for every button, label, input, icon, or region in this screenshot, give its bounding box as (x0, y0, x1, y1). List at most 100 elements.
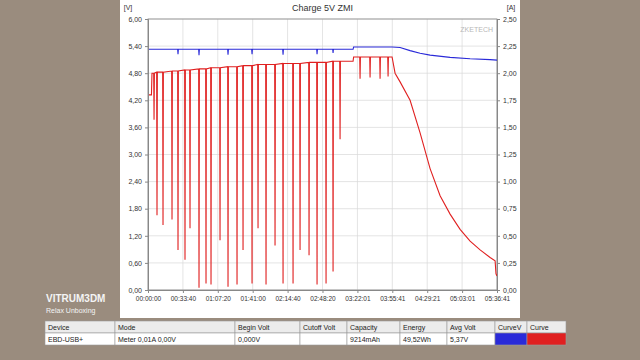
grid-line (148, 73, 497, 74)
table-cell (400, 333, 447, 345)
tick-mark (145, 182, 148, 183)
tick: 1,20 (128, 233, 148, 240)
overlay-text: Relax Unboxing (46, 307, 96, 315)
series-line (148, 57, 497, 288)
table-header: Cutoff Volt (303, 324, 335, 331)
tick: 00:33:40 (171, 290, 197, 302)
grid-line (148, 100, 497, 101)
tick: 2,25 (497, 43, 517, 50)
title: Charge 5V ZMI (292, 3, 353, 13)
table-value: 0,000V (238, 336, 261, 343)
tick-mark (497, 46, 500, 47)
table-header: Energy (403, 324, 426, 332)
color-swatch (527, 333, 566, 345)
tick: 03:22:01 (345, 290, 371, 302)
axis: 00:00:0000:33:4001:07:2001:41:0002:14:40… (136, 290, 511, 302)
tick-mark (145, 127, 148, 128)
tick: 1,50 (497, 124, 517, 131)
axis: 0,000,250,500,751,001,251,501,752,002,25… (497, 16, 517, 294)
table-cell (115, 321, 235, 333)
grid (148, 19, 497, 290)
tick-label: 01:07:20 (206, 295, 232, 302)
tick-mark (497, 182, 500, 183)
tick-label: 3,60 (128, 124, 142, 131)
plot-frame (148, 19, 497, 290)
tick: 0,75 (497, 205, 517, 212)
tick-mark (145, 73, 148, 74)
tick-mark (145, 19, 148, 20)
tick: 1,00 (497, 178, 517, 185)
grid-line (148, 262, 497, 263)
tick-label: 2,50 (503, 16, 517, 23)
tick-mark (253, 290, 254, 293)
table-cell (300, 333, 347, 345)
table-header: Mode (118, 324, 136, 331)
tick-label: 02:48:20 (310, 295, 336, 302)
color-swatch (495, 333, 527, 345)
tick: 2,00 (497, 70, 517, 77)
grid-line (148, 46, 497, 47)
tick-label: 3,00 (128, 151, 142, 158)
annotation: ZKETECH (460, 26, 493, 33)
tick-mark (497, 155, 500, 156)
table-cell (347, 333, 400, 345)
table-value: Meter 0,01A 0,00V (118, 336, 176, 343)
tick-label: 0,75 (503, 205, 517, 212)
tick-label: 02:14:40 (275, 295, 301, 302)
tick-mark (145, 290, 148, 291)
tick-label: 05:03:01 (450, 295, 476, 302)
info-table: DeviceModeBegin VoltCutoff VoltCapacityE… (45, 321, 566, 345)
tick: 02:48:20 (310, 290, 336, 302)
table-cell (400, 321, 447, 333)
table-cell (347, 321, 400, 333)
tick-label: 00:33:40 (171, 295, 197, 302)
tick-mark (183, 290, 184, 293)
tick-mark (497, 290, 500, 291)
tick-label: 0,60 (128, 260, 142, 267)
table-cell (447, 333, 495, 345)
panel (120, 0, 520, 318)
table-value: EBD-USB+ (48, 336, 83, 343)
table-cell (45, 321, 115, 333)
tick-mark (497, 100, 500, 101)
tick: 4,80 (128, 70, 148, 77)
tick-label: 1,50 (503, 124, 517, 131)
tick-label: 03:55:41 (380, 295, 406, 302)
tick-mark (145, 100, 148, 101)
tick-label: 03:22:01 (345, 295, 371, 302)
table-header: Capacity (350, 324, 378, 332)
tick-mark (497, 263, 500, 264)
table-value: 49,52Wh (403, 336, 431, 343)
grid-line (148, 208, 497, 209)
grid-line (148, 127, 497, 128)
tick-mark (497, 209, 500, 210)
tick-label: 2,40 (128, 178, 142, 185)
tick-label: 1,00 (503, 178, 517, 185)
tick: 1,75 (497, 97, 517, 104)
tick-mark (357, 290, 358, 293)
tick-mark (497, 127, 500, 128)
tick-mark (145, 155, 148, 156)
axis-line (149, 291, 498, 294)
tick: 2,50 (497, 16, 517, 23)
tick-mark (427, 290, 428, 293)
tick-label: 6,00 (128, 16, 142, 23)
tick-label: 4,20 (128, 97, 142, 104)
tick: 01:07:20 (206, 290, 232, 302)
tick-label: 0,00 (503, 287, 517, 294)
axis-title: [V] (124, 4, 133, 12)
tick: 0,50 (497, 233, 517, 240)
tick: 0,00 (128, 287, 148, 294)
table-cell (527, 321, 566, 333)
tick: 01:41:00 (241, 290, 267, 302)
tick-mark (145, 46, 148, 47)
table-cell (495, 321, 527, 333)
axis-line (145, 20, 149, 291)
tick-label: 0,25 (503, 260, 517, 267)
overlay-text: VITRUM3DM (46, 293, 105, 304)
grid-line (148, 154, 497, 155)
tick: 04:29:21 (415, 290, 441, 302)
tick-label: 0,00 (128, 287, 142, 294)
tick-mark (145, 209, 148, 210)
table-cell (300, 321, 347, 333)
